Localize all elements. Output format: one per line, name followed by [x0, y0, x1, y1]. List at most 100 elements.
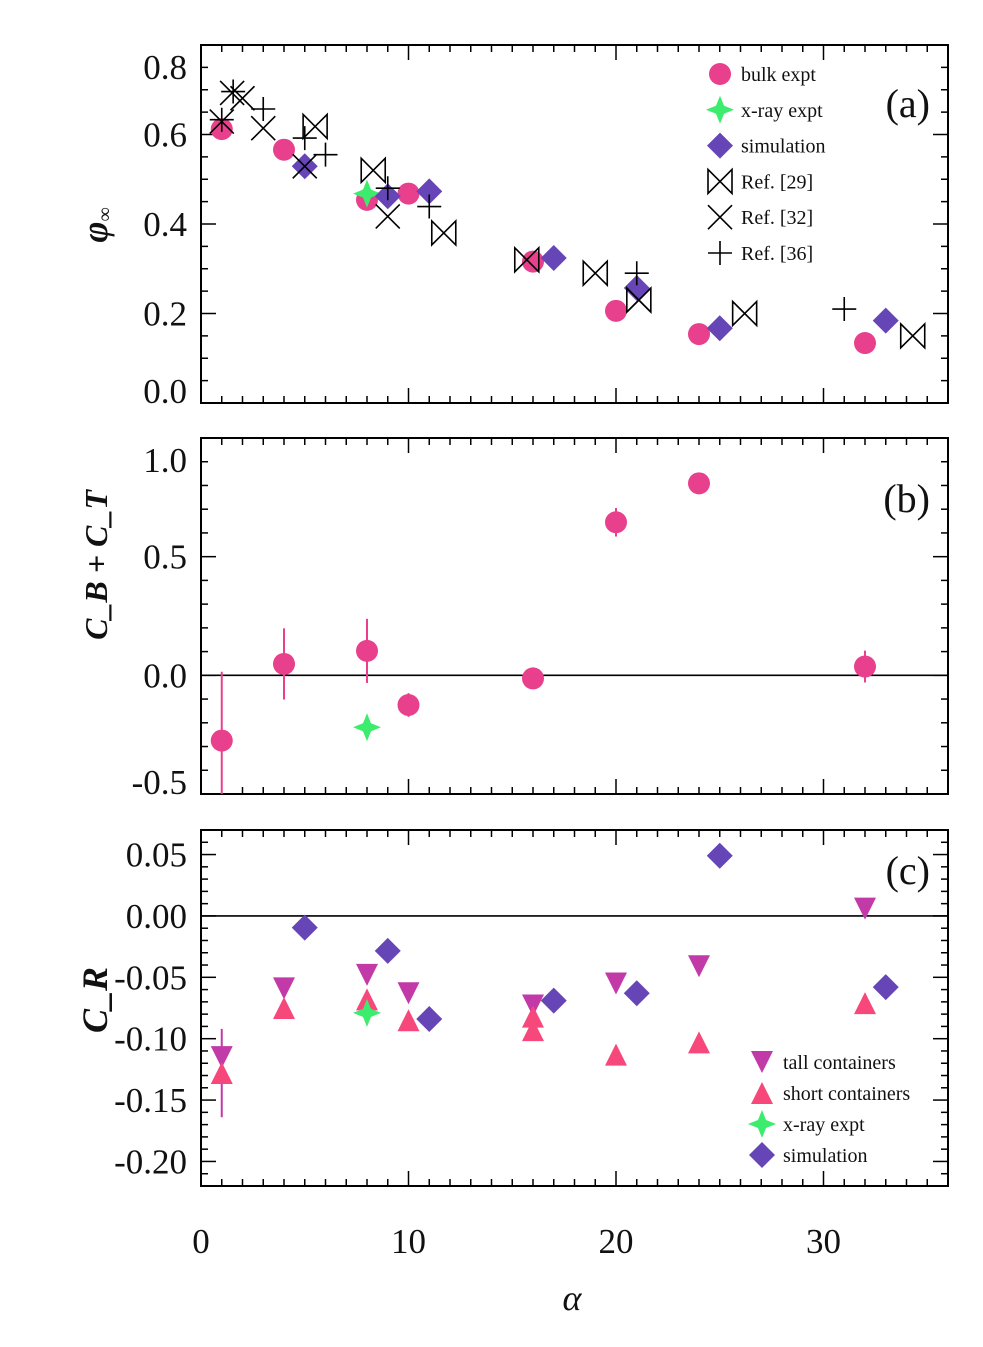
panel-c: -0.20 -0.15 -0.10 -0.05 0.00 0.05 0 10 20 30 (c) C_… [75, 829, 949, 1318]
legend-label: tall containers [783, 1052, 896, 1074]
y-axis-label: C_R [75, 967, 115, 1033]
legend-marker [751, 1051, 773, 1073]
data-layer [210, 472, 876, 794]
plus-point [209, 107, 234, 132]
legend: bulk expt x-ray expt simulation Ref. [29] Re… [706, 63, 825, 265]
circle-point [273, 652, 295, 675]
diamond-point [291, 914, 318, 941]
tri-up-point [397, 1009, 420, 1032]
legend-label: x-ray expt [783, 1114, 865, 1136]
x-tick-label: 20 [599, 1222, 634, 1261]
diamond-point [706, 315, 733, 342]
diamond-point [706, 842, 733, 869]
tri-up-point [605, 1043, 627, 1066]
bowtie-point [731, 299, 758, 328]
star4-point [353, 179, 381, 208]
y-tick-label: 1.0 [143, 441, 187, 480]
tri-up-point [688, 1031, 710, 1054]
panel-a: 0.0 0.2 0.4 0.6 0.8 (a) φ∞ bulk expt x-ray expt s… [75, 44, 949, 411]
tri-up-point [273, 997, 295, 1019]
tri-down-point [356, 963, 378, 986]
y-tick-label: 0.00 [126, 897, 187, 936]
y-axis-label: C_B + C_T [78, 489, 114, 640]
infinity-subscript: ∞ [94, 207, 116, 221]
y-tick-label: 0.2 [143, 295, 187, 334]
circle-point [522, 667, 544, 690]
diamond-point [872, 307, 899, 334]
circle-point [854, 655, 876, 678]
legend-label: Ref. [32] [741, 207, 813, 229]
phi-symbol: φ [75, 222, 115, 243]
x-tick-label: 30 [806, 1222, 841, 1261]
legend-marker [751, 1082, 773, 1104]
diamond-point [623, 980, 650, 1007]
tri-down-point [522, 994, 544, 1017]
x-axis-label: α [563, 1278, 583, 1318]
x-point [375, 203, 401, 229]
legend-marker [708, 241, 732, 265]
circle-point [397, 182, 420, 205]
circle-point [356, 639, 378, 662]
y-tick-label: 0.05 [126, 836, 187, 875]
y-axis-label: φ∞ [75, 207, 116, 242]
bowtie-point [302, 112, 328, 141]
circle-point [273, 138, 295, 161]
y-tick-label: 0.8 [143, 48, 187, 87]
bowtie-point [582, 259, 609, 288]
circle-point [210, 729, 233, 752]
plot-frame [200, 44, 949, 404]
y-tick-label: 0.0 [143, 372, 187, 411]
panel-b: -0.5 0.0 0.5 1.0 (b) C_B + C_T [78, 437, 949, 802]
legend-label: simulation [741, 136, 825, 158]
y-tick-label: -0.05 [114, 958, 187, 997]
x-point [229, 85, 256, 111]
x-point [250, 115, 276, 141]
legend-marker [748, 1110, 776, 1138]
circle-point [688, 472, 710, 495]
y-tick-label: -0.20 [114, 1142, 187, 1181]
y-tick-label: -0.5 [132, 763, 187, 802]
plus-point [251, 96, 276, 121]
diamond-point [540, 987, 567, 1014]
y-tick-label: 0.0 [143, 656, 187, 695]
legend-marker [707, 132, 733, 159]
tri-down-point [688, 955, 710, 978]
plus-point [292, 126, 317, 151]
diamond-point [374, 937, 401, 964]
circle-point [397, 694, 420, 716]
y-tick-label: 0.5 [143, 538, 187, 577]
tri-up-point [854, 992, 876, 1015]
diamond-point [416, 178, 443, 205]
legend-label: simulation [783, 1145, 867, 1167]
bowtie-point [430, 219, 457, 247]
panel-label: (a) [886, 81, 930, 126]
tri-down-point [605, 972, 627, 995]
legend-label: short containers [783, 1083, 910, 1105]
plus-point [417, 194, 442, 219]
circle-point [688, 323, 710, 346]
plus-point [624, 261, 649, 286]
legend-label: bulk expt [741, 64, 816, 86]
legend-marker [709, 63, 731, 85]
legend-marker [707, 204, 733, 230]
data-layer [210, 842, 899, 1118]
diamond-point [872, 974, 899, 1001]
plus-point [221, 79, 246, 104]
x-tick-label: 0 [192, 1222, 210, 1261]
plus-point [832, 297, 857, 322]
bowtie-point [360, 156, 387, 185]
tri-up-point [210, 1062, 233, 1085]
y-tick-label: 0.6 [143, 116, 187, 155]
tri-down-point [854, 897, 876, 920]
y-tick-label: -0.10 [114, 1020, 187, 1059]
legend: tall containers short containers x-ray exp… [748, 1051, 910, 1168]
tri-up-point [522, 1005, 544, 1028]
legend-label: Ref. [29] [741, 171, 813, 193]
circle-point [605, 299, 627, 322]
star4-point [353, 713, 381, 742]
x-tick-label: 10 [391, 1222, 426, 1261]
legend-label: x-ray expt [741, 100, 823, 122]
plot-frame [200, 437, 949, 795]
plus-point [313, 142, 338, 167]
tri-down-point [273, 977, 295, 1000]
